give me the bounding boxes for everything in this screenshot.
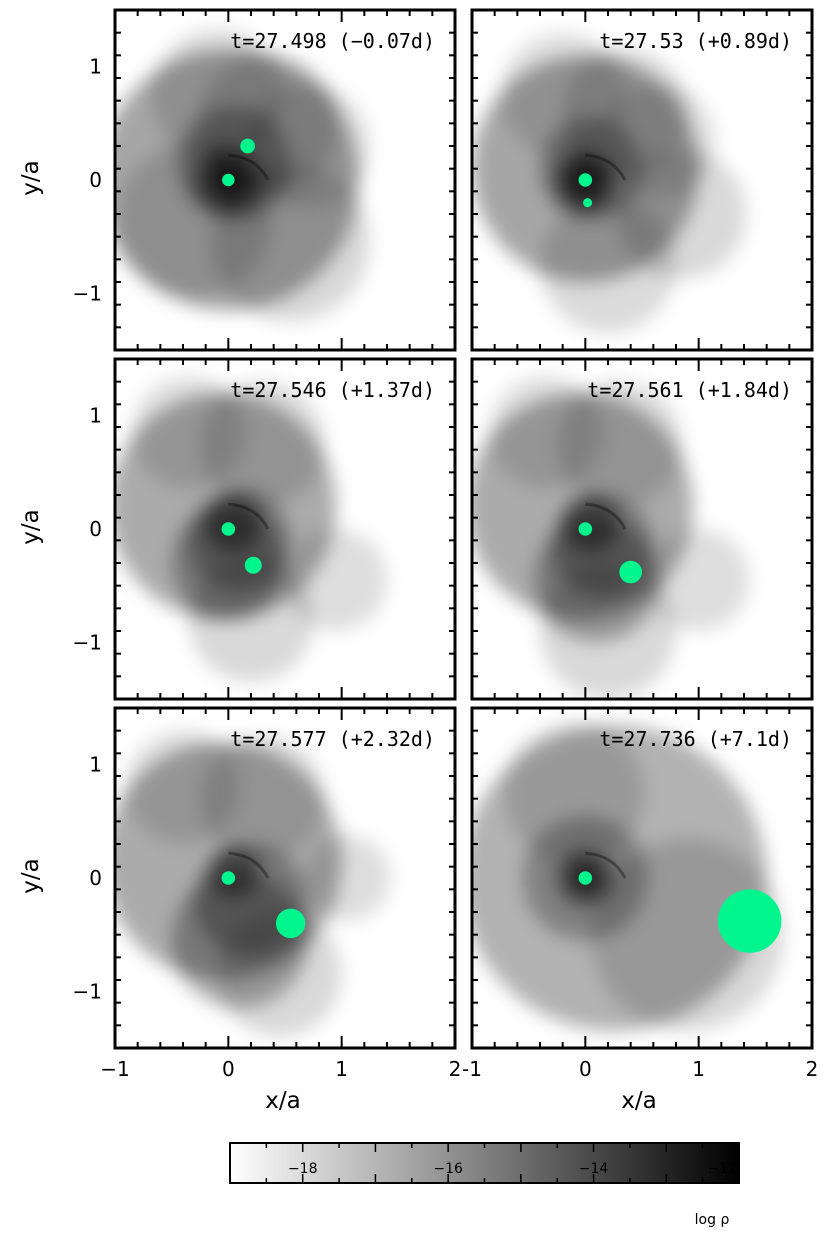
panel-title: t=27.546 (+1.37d) — [230, 378, 435, 402]
panel-frame — [470, 357, 814, 701]
colorbar-tick-label: −18 — [288, 1161, 318, 1177]
companion-star — [244, 556, 262, 574]
colorbar-tick-label: −16 — [433, 1161, 463, 1177]
x-axis-title-right: x/a — [621, 1088, 656, 1114]
x-tick-label: 2 — [449, 1057, 462, 1081]
density-blobs — [115, 29, 370, 322]
panel-title: t=27.498 (−0.07d) — [230, 29, 435, 53]
primary-star — [578, 522, 593, 536]
y-tick-label: 0 — [89, 866, 102, 890]
spiral-arm — [228, 851, 270, 879]
colorbar-ticks: −18 −16 −14 −12 — [229, 1143, 740, 1183]
primary-star — [578, 173, 593, 187]
primary-star — [221, 871, 236, 885]
panel-frame — [113, 8, 457, 352]
y-tick-label: −1 — [73, 630, 102, 654]
y-tick-label: 0 — [89, 517, 102, 541]
panel-4: t=27.561 (+1.84d) — [470, 357, 814, 701]
density-field — [472, 722, 784, 1031]
spiral-arm — [585, 502, 627, 530]
density-blob — [126, 730, 240, 844]
panel-1: t=27.498 (−0.07d) 1 0 −1 — [73, 8, 457, 352]
y-tick-label: 0 — [89, 168, 102, 192]
y-axis-title-row3: y/a — [18, 858, 44, 893]
y-tick-label: −1 — [73, 979, 102, 1003]
density-blob — [304, 834, 391, 922]
spiral-arm — [585, 851, 627, 879]
colorbar: −18 −16 −14 −12 log ρ — [229, 1142, 740, 1228]
colorbar-tick-label: −14 — [579, 1161, 609, 1177]
tick-marks — [114, 358, 456, 700]
x-tick-label: 1 — [692, 1057, 705, 1081]
panel-frame — [470, 8, 814, 352]
x-tick-label: 1 — [335, 1057, 348, 1081]
y-axis-title-row2: y/a — [18, 509, 44, 544]
x-tick-label: -1 — [462, 1057, 482, 1081]
primary-star — [578, 871, 593, 885]
density-field — [115, 730, 391, 1037]
y-tick-label: 1 — [89, 753, 102, 777]
spiral-arm — [228, 153, 270, 181]
panel-2: t=27.53 (+0.89d) — [470, 8, 814, 352]
x-tick-label: 0 — [579, 1057, 592, 1081]
tick-marks — [471, 707, 813, 1049]
companion-star — [619, 560, 643, 584]
density-field — [472, 376, 750, 699]
density-blob — [562, 494, 620, 552]
spiral-arm — [228, 502, 270, 530]
density-blobs — [472, 376, 750, 699]
density-field — [115, 29, 370, 322]
colorbar-label: log ρ — [695, 1212, 730, 1228]
panel-frame — [470, 706, 814, 1050]
y-tick-label: −1 — [73, 281, 102, 305]
panel-grid: t=27.498 (−0.07d) 1 0 −1 t=27.53 (+0.89d) t=2… — [73, 8, 819, 1081]
y-tick-label: 1 — [89, 55, 102, 79]
y-axis-title-row1: y/a — [18, 160, 44, 195]
panel-3: t=27.546 (+1.37d) 1 0 −1 — [73, 357, 457, 701]
primary-star — [221, 522, 236, 536]
density-blobs — [472, 722, 784, 1031]
x-tick-label: 0 — [222, 1057, 235, 1081]
x-tick-label: 2 — [806, 1057, 819, 1081]
y-tick-label: 1 — [89, 404, 102, 428]
x-tick-label: −1 — [100, 1057, 129, 1081]
companion-star — [583, 198, 593, 208]
density-blob — [647, 529, 750, 631]
colorbar-tick-label: −12 — [707, 1161, 737, 1177]
density-blobs — [115, 376, 387, 683]
tick-marks — [114, 707, 456, 1049]
tick-marks — [471, 358, 813, 700]
density-blob — [489, 376, 603, 490]
panel-6: t=27.736 (+7.1d) -1 0 1 2 — [462, 706, 819, 1081]
panel-frame — [113, 706, 457, 1050]
density-blobs — [472, 32, 747, 333]
companion-star — [275, 908, 306, 939]
panel-title: t=27.577 (+2.32d) — [230, 727, 435, 751]
companion-star — [717, 889, 782, 953]
density-field — [472, 32, 747, 333]
x-axis-title-left: x/a — [265, 1088, 300, 1114]
density-blob — [209, 847, 259, 898]
spiral-arm — [585, 153, 627, 181]
tick-marks — [471, 9, 813, 351]
panel-title: t=27.53 (+0.89d) — [599, 29, 792, 53]
panel-frame — [113, 357, 457, 701]
tick-marks — [114, 9, 456, 351]
primary-star — [222, 173, 235, 187]
density-blob — [540, 197, 676, 333]
density-field — [115, 376, 387, 683]
panel-title: t=27.736 (+7.1d) — [599, 727, 792, 751]
panel-5: t=27.577 (+2.32d) 1 0 −1 −1 0 1 2 — [73, 706, 462, 1081]
companion-star — [240, 138, 255, 154]
density-blob — [132, 376, 246, 490]
panel-title: t=27.561 (+1.84d) — [587, 378, 792, 402]
axis-layer: x/a x/a y/a y/a y/a — [18, 160, 657, 1114]
density-blob — [205, 494, 263, 552]
